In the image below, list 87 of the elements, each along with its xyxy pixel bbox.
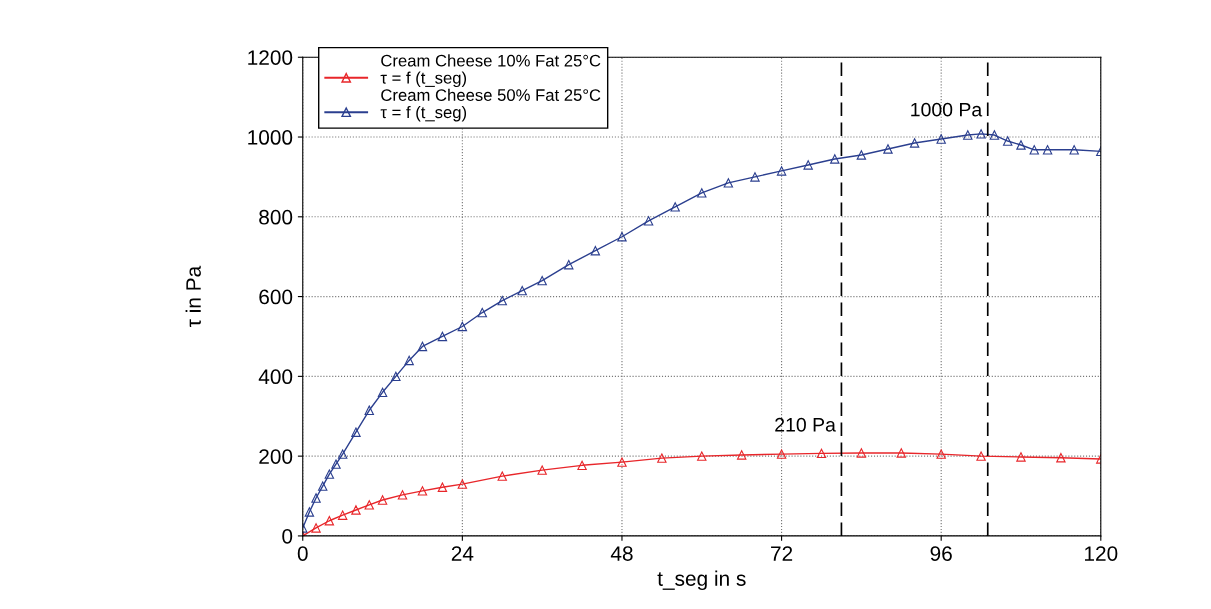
point <box>989 130 1000 140</box>
point <box>397 490 408 500</box>
legend-label: τ = f (t_seg) <box>380 71 467 88</box>
point <box>324 516 335 526</box>
x-tick-label: 48 <box>610 546 633 561</box>
point <box>364 405 374 415</box>
point <box>976 129 986 139</box>
point <box>437 482 448 492</box>
point <box>617 457 627 467</box>
point <box>404 355 414 366</box>
point <box>657 453 667 463</box>
annotation: Cream Cheese 10% Fat 25°C <box>381 54 601 67</box>
point <box>1002 136 1013 146</box>
y-tick-label: 0 <box>282 528 293 544</box>
point <box>896 448 907 458</box>
point <box>377 495 388 505</box>
y-tick-label: 1000 <box>248 130 293 145</box>
point <box>1016 140 1026 150</box>
point <box>457 321 468 332</box>
annotation: 1000 Pa <box>911 102 983 117</box>
point <box>337 449 348 459</box>
point <box>736 450 747 460</box>
point <box>936 449 946 459</box>
point <box>816 448 827 459</box>
y-tick-label: 1200 <box>248 50 293 65</box>
point <box>697 451 707 461</box>
point <box>311 493 321 503</box>
x-axis-title: t_seg in s <box>657 570 746 591</box>
point <box>317 481 328 491</box>
point <box>311 523 321 533</box>
point <box>577 460 587 471</box>
point <box>331 459 341 469</box>
point <box>936 134 946 144</box>
point <box>909 138 920 148</box>
point <box>643 216 654 226</box>
legend-label: τ = f (t_seg) <box>380 105 467 122</box>
point <box>351 427 361 437</box>
x-tick-label: 96 <box>930 546 952 561</box>
point <box>976 451 986 461</box>
point <box>617 232 627 242</box>
point <box>776 449 787 459</box>
point <box>670 202 680 212</box>
point <box>417 486 428 496</box>
annotation: Cream Cheese 50% Fat 25°C <box>381 88 601 101</box>
point <box>324 469 335 479</box>
point <box>750 172 760 182</box>
point <box>391 371 401 382</box>
point <box>883 144 893 154</box>
y-tick-label: 200 <box>259 449 293 464</box>
point <box>856 448 867 458</box>
point <box>497 471 507 481</box>
point <box>963 130 973 140</box>
point <box>477 307 488 318</box>
y-tick-label: 600 <box>259 289 293 305</box>
point <box>337 510 348 520</box>
x-tick-label: 120 <box>1085 546 1118 561</box>
point <box>351 505 361 515</box>
point <box>803 160 813 170</box>
point <box>1016 452 1026 462</box>
point <box>1042 145 1053 155</box>
point <box>1056 453 1066 463</box>
point <box>856 150 867 160</box>
point <box>830 154 840 164</box>
point <box>437 331 448 342</box>
point <box>517 285 527 296</box>
point <box>537 275 547 286</box>
point <box>457 479 468 489</box>
x-tick-label: 72 <box>771 546 793 561</box>
point <box>377 387 388 398</box>
x-tick-label: 24 <box>451 546 474 561</box>
point <box>304 507 315 517</box>
y-tick-label: 400 <box>258 369 293 385</box>
point <box>364 500 374 510</box>
point <box>723 178 734 188</box>
annotation: 210 Pa <box>775 417 836 432</box>
point <box>776 166 787 176</box>
point <box>1069 145 1079 155</box>
point <box>564 259 574 270</box>
point <box>1029 145 1040 155</box>
y-axis-title: τ in Pa <box>185 265 201 328</box>
x-tick-label: 0 <box>297 546 308 561</box>
point <box>537 465 547 475</box>
point <box>417 341 428 352</box>
point <box>497 295 507 306</box>
point <box>590 245 601 256</box>
y-tick-label: 800 <box>259 209 293 225</box>
point <box>697 188 707 198</box>
